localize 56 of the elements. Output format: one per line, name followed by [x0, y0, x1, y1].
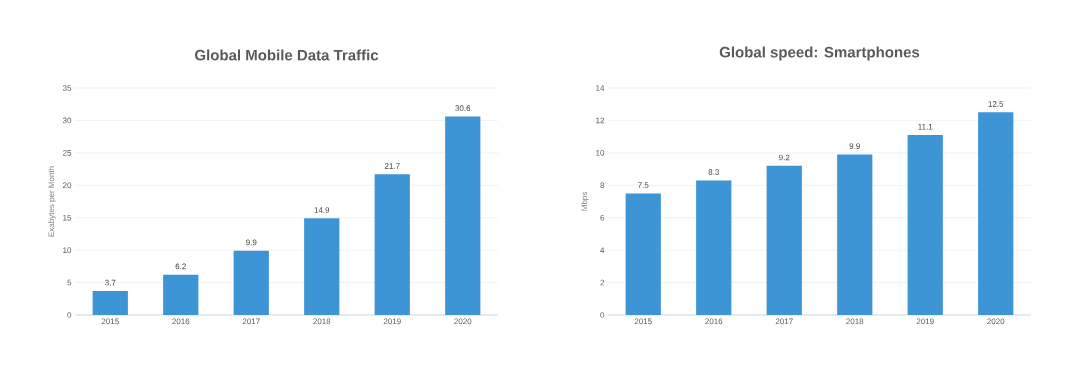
bar: [625, 193, 661, 315]
bar: [304, 218, 340, 315]
x-tick-label: 2018: [313, 318, 331, 325]
bar: [92, 290, 128, 315]
bar: [233, 250, 269, 315]
x-tick-label: 2017: [775, 318, 793, 325]
y-axis-title: Mbps: [581, 192, 589, 211]
bar: [163, 274, 199, 315]
data-label: 30.6: [455, 105, 471, 111]
data-label: 7.5: [638, 182, 649, 188]
x-tick-label: 2018: [846, 318, 864, 325]
data-label: 8.3: [708, 169, 719, 175]
x-tick-label: 2019: [916, 318, 934, 325]
y-tick-label: 20: [62, 182, 72, 189]
chart-title: Global speed: Smartphones: [719, 46, 920, 61]
y-tick-label: 5: [67, 279, 72, 286]
bar: [374, 174, 410, 315]
bar: [978, 112, 1014, 315]
bar: [445, 116, 481, 315]
x-tick-label: 2015: [101, 318, 119, 325]
data-label: 9.2: [779, 154, 790, 161]
y-tick-label: 14: [596, 85, 605, 91]
data-label: 6.2: [175, 263, 186, 270]
data-label: 12.5: [988, 101, 1004, 107]
y-tick-label: 6: [600, 214, 605, 221]
y-tick-label: 10: [596, 150, 605, 156]
x-tick-label: 2016: [172, 318, 190, 325]
data-label: 14.9: [314, 207, 330, 213]
data-label: 9.9: [246, 239, 257, 246]
x-tick-label: 2019: [383, 318, 401, 325]
bar: [837, 154, 873, 315]
data-label: 21.7: [384, 163, 400, 169]
y-tick-label: 35: [62, 85, 72, 91]
x-tick-label: 2016: [705, 318, 723, 325]
x-tick-label: 2020: [454, 318, 472, 325]
y-tick-label: 15: [63, 214, 72, 221]
y-tick-label: 4: [600, 247, 605, 253]
chart-title: Global Mobile Data Traffic: [195, 49, 379, 61]
bar: [766, 165, 802, 315]
y-tick-label: 30: [62, 117, 72, 124]
y-axis-title: Exabytes per Month: [48, 166, 56, 237]
data-label: 11.1: [918, 123, 933, 130]
x-tick-label: 2017: [242, 318, 260, 325]
y-tick-label: 8: [600, 182, 605, 189]
y-tick-label: 0: [67, 312, 72, 318]
y-tick-label: 25: [62, 150, 72, 156]
data-label: 3.7: [105, 279, 116, 286]
y-tick-label: 0: [600, 312, 605, 318]
y-tick-label: 10: [63, 247, 72, 253]
y-tick-label: 12: [596, 117, 605, 124]
bar: [907, 135, 943, 315]
bar: [696, 180, 732, 315]
x-tick-label: 2020: [987, 318, 1005, 325]
data-label: 9.9: [849, 143, 860, 149]
x-tick-label: 2015: [634, 318, 652, 325]
y-tick-label: 2: [600, 279, 605, 286]
